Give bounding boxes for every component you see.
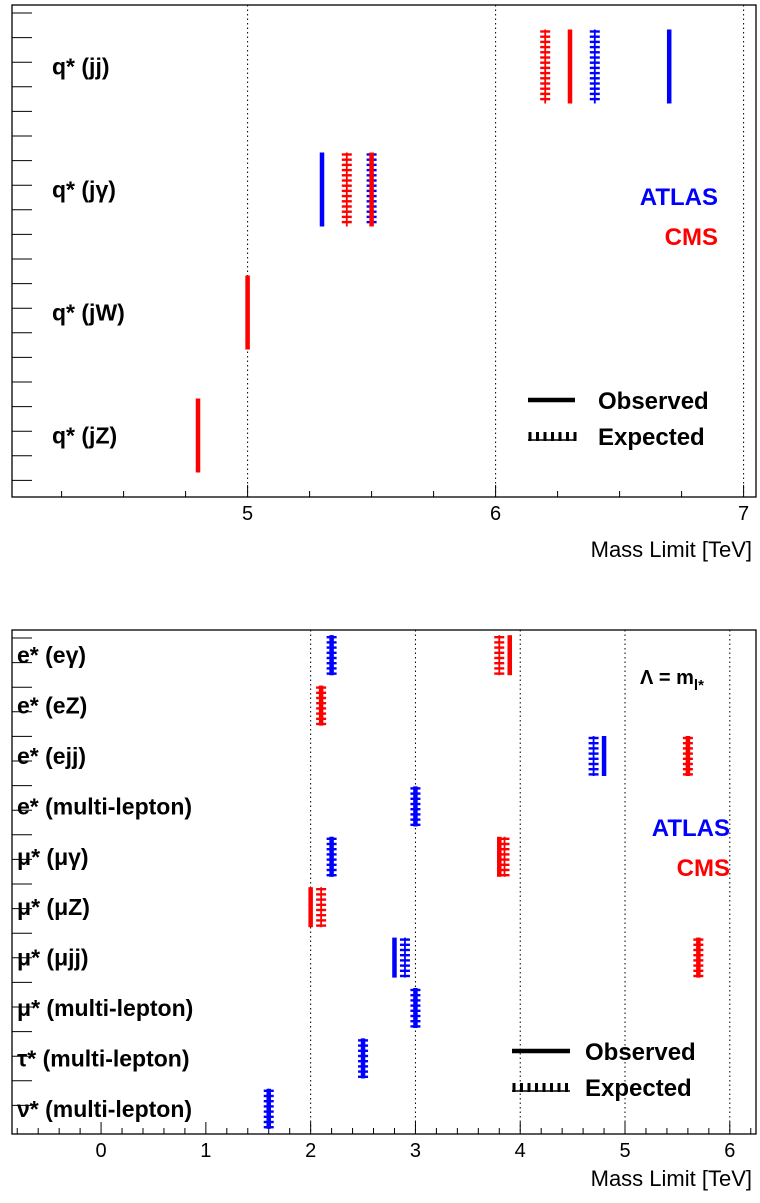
legend-expected-label: Expected	[585, 1075, 692, 1102]
limit-cms-expected-qstar-jj	[540, 29, 551, 104]
legend-atlas: ATLAS	[640, 184, 718, 211]
category-label-qstar-jz: q* (jZ)	[52, 423, 117, 449]
legend-observed-label: Observed	[598, 388, 709, 415]
x-tick-label: 0	[96, 1140, 107, 1162]
category-label-mustar-muz: μ* (μZ)	[17, 894, 90, 920]
annotation-main: Λ = m	[640, 667, 694, 689]
legend-expected-swatch	[512, 1083, 570, 1092]
x-tick-label: 5	[242, 503, 253, 525]
annotation-lambda: Λ = ml*	[640, 667, 704, 694]
limit-atlas-expected-qstar-jj	[589, 29, 600, 104]
category-label-qstar-jj: q* (jj)	[52, 54, 110, 80]
x-tick-label: 4	[515, 1140, 526, 1162]
plot-frame	[11, 4, 757, 498]
limit-cms-expected-estar-ejj	[682, 736, 693, 776]
limit-atlas-expected-estar-ejj	[588, 736, 599, 776]
x-tick-label: 3	[410, 1140, 421, 1162]
limit-cms-expected-mustar-muz	[316, 887, 327, 928]
legend-cms: CMS	[665, 224, 718, 251]
limit-atlas-expected-nustar-multi-lepton	[263, 1088, 274, 1129]
limit-atlas-expected-estar-egamma	[326, 635, 337, 676]
limit-cms-expected-estar-egamma	[494, 635, 505, 676]
limit-atlas-expected-mustar-mujj	[399, 937, 410, 978]
category-label-mustar-multi-lepton: μ* (multi-lepton)	[17, 995, 193, 1021]
limit-cms-expected-qstar-jgamma	[341, 152, 352, 227]
annotation-subscript: l*	[694, 677, 704, 694]
legend-atlas: ATLAS	[652, 815, 730, 842]
limit-cms-expected-estar-ez	[316, 685, 327, 726]
category-label-taustar-multi-lepton: τ* (multi-lepton)	[17, 1045, 190, 1071]
x-tick-label: 6	[724, 1140, 735, 1162]
x-axis-title: Mass Limit [TeV]	[591, 537, 752, 562]
legend-expected-label: Expected	[598, 424, 705, 451]
limit-atlas-expected-estar-multi-lepton	[410, 786, 421, 827]
category-label-estar-ez: e* (eZ)	[17, 693, 87, 719]
category-label-nustar-multi-lepton: ν* (multi-lepton)	[17, 1096, 192, 1122]
quark-chart-panel: 5 6 7 Mass Limit [TeV] q* (jj) q* (jγ) q* (jW)…	[11, 4, 757, 562]
x-tick-label: 7	[738, 503, 749, 525]
limit-atlas-expected-mustar-mugamma	[326, 836, 337, 877]
x-tick-label: 2	[305, 1140, 316, 1162]
limit-cms-expected-mustar-mujj	[693, 937, 704, 978]
category-label-qstar-jw: q* (jW)	[52, 300, 125, 326]
x-tick-label: 1	[200, 1140, 211, 1162]
limit-atlas-expected-mustar-multi-lepton	[410, 988, 421, 1028]
category-label-estar-egamma: e* (eγ)	[17, 642, 86, 668]
x-tick-label: 6	[490, 503, 501, 525]
limit-atlas-expected-taustar-multi-lepton	[358, 1038, 369, 1079]
category-label-qstar-jgamma: q* (jγ)	[52, 177, 116, 203]
category-label-estar-multi-lepton: e* (multi-lepton)	[17, 793, 192, 819]
legend-cms: CMS	[677, 855, 730, 882]
category-label-mustar-mugamma: μ* (μγ)	[17, 844, 89, 870]
lepton-chart-panel: 0 1 2 3 4 5 6 Mass Limit [TeV] e* (eγ) e* (eZ) e* …	[11, 629, 757, 1191]
plot-frame	[11, 629, 757, 1135]
category-label-mustar-mujj: μ* (μjj)	[17, 945, 89, 971]
x-axis-title: Mass Limit [TeV]	[591, 1166, 752, 1191]
legend-observed-label: Observed	[585, 1039, 696, 1066]
limit-cms-expected-mustar-mugamma	[499, 836, 510, 877]
legend-expected-swatch	[528, 432, 577, 441]
x-tick-label: 5	[619, 1140, 630, 1162]
category-label-estar-ejj: e* (ejj)	[17, 743, 86, 769]
